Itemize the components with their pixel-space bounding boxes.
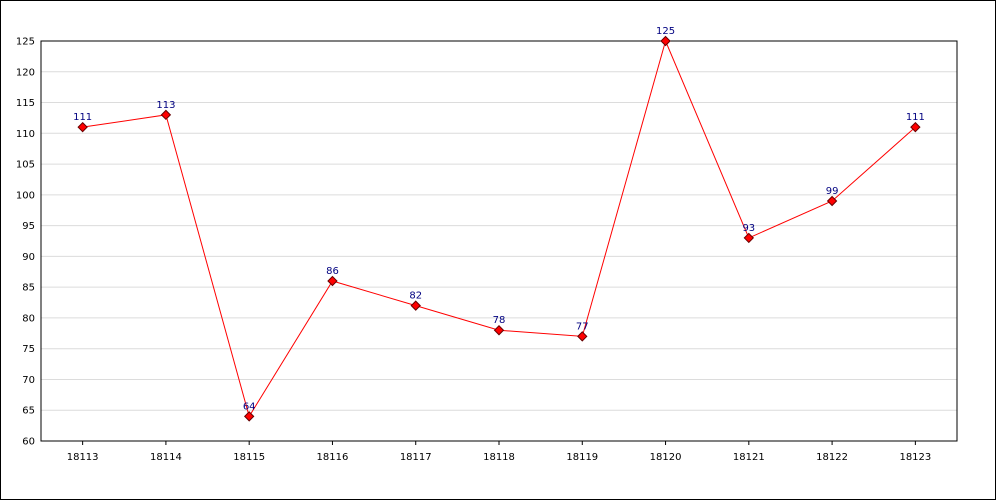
marker xyxy=(577,331,588,342)
data-label: 93 xyxy=(742,223,755,234)
data-label: 125 xyxy=(656,26,675,37)
data-label: 77 xyxy=(576,321,589,332)
marker xyxy=(243,411,255,422)
marker xyxy=(743,232,755,244)
marker xyxy=(327,275,338,287)
data-label: 78 xyxy=(493,315,506,326)
marker xyxy=(77,121,88,133)
marker xyxy=(410,300,421,311)
data-label: 64 xyxy=(243,401,256,412)
x-tick-label: 18114 xyxy=(150,452,182,463)
y-tick-label: 110 xyxy=(16,129,35,140)
y-tick-label: 100 xyxy=(16,190,35,201)
y-tick-label: 90 xyxy=(22,252,35,263)
x-tick-label: 18113 xyxy=(67,452,99,463)
y-tick-label: 85 xyxy=(22,283,35,294)
y-tick-label: 65 xyxy=(22,406,35,417)
data-label: 82 xyxy=(409,291,422,302)
x-tick-label: 18116 xyxy=(317,452,349,463)
x-tick-label: 18119 xyxy=(566,452,598,463)
y-tick-label: 115 xyxy=(16,98,35,109)
y-tick-label: 120 xyxy=(16,67,35,78)
marker xyxy=(910,121,921,133)
y-tick-label: 125 xyxy=(16,37,35,48)
x-tick-label: 18118 xyxy=(483,452,515,463)
y-tick-label: 75 xyxy=(22,344,35,355)
y-tick-label: 60 xyxy=(22,437,35,448)
data-label: 111 xyxy=(906,112,925,123)
x-tick-label: 18123 xyxy=(899,452,931,463)
data-label: 86 xyxy=(326,266,339,277)
marker xyxy=(493,325,505,336)
y-tick-label: 70 xyxy=(22,375,35,386)
x-tick-label: 18117 xyxy=(400,452,432,463)
y-tick-label: 95 xyxy=(22,221,35,232)
x-tick-label: 18115 xyxy=(233,452,265,463)
marker xyxy=(826,195,838,207)
data-label: 99 xyxy=(826,186,839,197)
marker xyxy=(660,35,671,47)
data-label: 111 xyxy=(73,112,92,123)
data-label: 113 xyxy=(156,100,175,111)
x-tick-label: 18121 xyxy=(733,452,765,463)
y-tick-label: 80 xyxy=(22,313,35,324)
x-tick-label: 18122 xyxy=(816,452,848,463)
x-tick-label: 18120 xyxy=(650,452,682,463)
y-tick-label: 105 xyxy=(16,160,35,171)
marker xyxy=(160,109,172,121)
